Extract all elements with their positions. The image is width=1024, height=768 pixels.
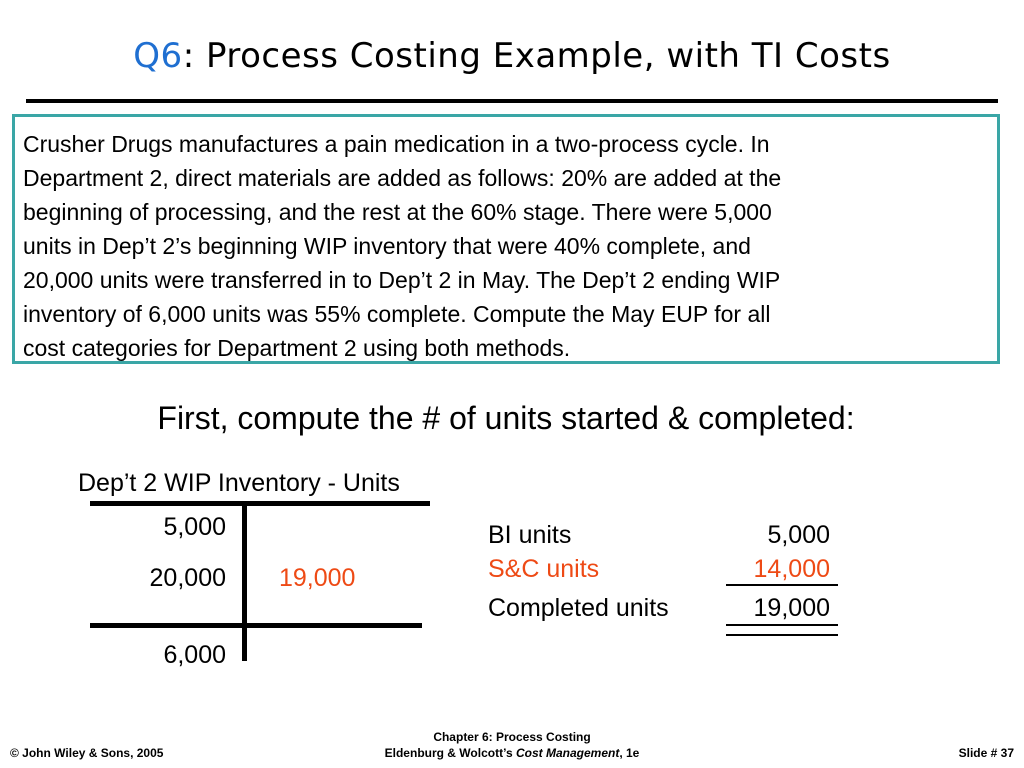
footer-center: Chapter 6: Process Costing Eldenburg & W… <box>0 729 1024 761</box>
summary-label-completed: Completed units <box>488 594 669 622</box>
footer-slide-number: Slide # 37 <box>958 746 1014 760</box>
summary-value-completed: 19,000 <box>753 594 830 622</box>
t-account-beginning-units: 5,000 <box>163 513 226 541</box>
t-account-title: Dep’t 2 WIP Inventory - Units <box>78 469 400 497</box>
problem-line: units in Dep’t 2’s beginning WIP invento… <box>23 233 751 259</box>
summary-value-sc: 14,000 <box>753 555 830 583</box>
summary-value-bi: 5,000 <box>767 521 830 549</box>
slide-title: Q6: Process Costing Example, with TI Cos… <box>0 36 1024 76</box>
t-account-vertical-line <box>242 503 247 661</box>
problem-line: Crusher Drugs manufactures a pain medica… <box>23 131 770 157</box>
slide-title-prefix: Q6 <box>133 36 183 76</box>
summary-subtotal-rule <box>726 584 838 586</box>
slide-title-text: : Process Costing Example, with TI Costs <box>182 36 891 76</box>
t-account-transferred-in-units: 20,000 <box>149 564 226 592</box>
title-divider <box>26 99 998 103</box>
footer-chapter: Chapter 6: Process Costing <box>433 730 591 744</box>
t-account-ending-units: 6,000 <box>163 641 226 669</box>
problem-line: beginning of processing, and the rest at… <box>23 199 772 225</box>
summary-total-rule-2 <box>726 634 838 636</box>
footer-book-title: Cost Management <box>515 746 620 760</box>
summary-label-bi: BI units <box>488 521 572 549</box>
problem-line: 20,000 units were transferred in to Dep’… <box>23 267 781 293</box>
problem-line: Department 2, direct materials are added… <box>23 165 782 191</box>
summary-total-rule-1 <box>726 624 838 626</box>
summary-label-sc: S&C units <box>488 555 600 583</box>
t-account-balance-line <box>90 623 422 628</box>
footer-copyright: © John Wiley & Sons, 2005 <box>10 746 164 760</box>
problem-line: cost categories for Department 2 using b… <box>23 335 571 361</box>
t-account-completed-units: 19,000 <box>279 564 356 592</box>
footer-book-edition: , 1e <box>619 746 640 760</box>
t-account-top-line <box>90 501 430 506</box>
problem-line: inventory of 6,000 units was 55% complet… <box>23 301 771 327</box>
footer-book: Eldenburg & Wolcott’s Cost Management, 1… <box>0 745 1024 761</box>
problem-statement-box: Crusher Drugs manufactures a pain medica… <box>12 114 1000 364</box>
footer-book-authors: Eldenburg & Wolcott’s <box>384 746 516 760</box>
section-heading: First, compute the # of units started & … <box>157 400 855 436</box>
